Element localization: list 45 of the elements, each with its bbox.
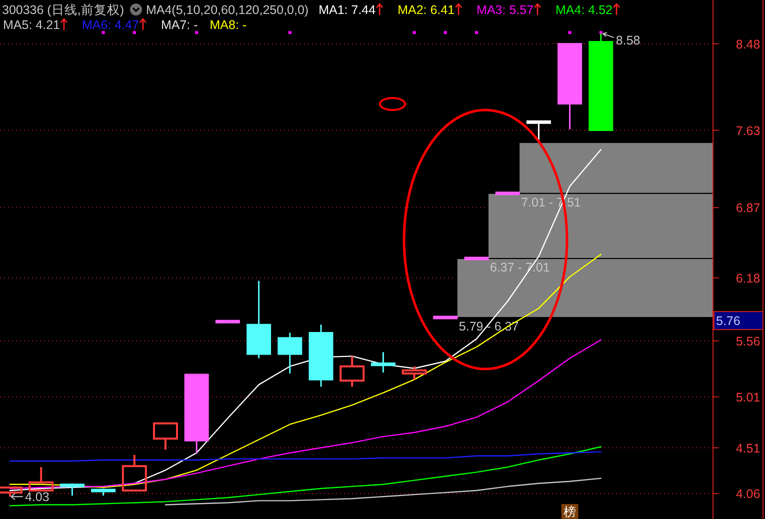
annotation: 8.58 bbox=[616, 34, 640, 48]
line-series bbox=[9, 339, 602, 490]
candlestick bbox=[464, 256, 489, 260]
candlestick bbox=[184, 374, 209, 454]
candlestick bbox=[308, 324, 334, 388]
legend-title: MA4(5,10,20,60,120,250,0,0) bbox=[146, 3, 309, 17]
line-series bbox=[9, 148, 602, 492]
candlestick bbox=[278, 332, 302, 374]
y-tick-label: 6.87 bbox=[736, 201, 760, 216]
candlestick bbox=[153, 422, 178, 451]
candlestick bbox=[91, 488, 116, 496]
chart-title: 300336 (日线,前复权) bbox=[2, 3, 124, 17]
candlestick bbox=[558, 43, 582, 130]
legend-label: MA8: - bbox=[210, 18, 247, 32]
line-series bbox=[9, 446, 602, 506]
candlestick bbox=[433, 316, 458, 320]
text: MA4: 4.52 bbox=[556, 3, 613, 17]
annotation: 4.03 bbox=[25, 490, 50, 504]
y-tick-label: 6.18 bbox=[736, 271, 760, 286]
y-tick-label: 4.06 bbox=[736, 487, 760, 502]
candlestick bbox=[28, 466, 54, 492]
line-series bbox=[9, 254, 602, 488]
text: MA6: 4.47 bbox=[82, 18, 139, 32]
y-tick-label: 8.48 bbox=[736, 37, 760, 52]
line-series bbox=[164, 478, 602, 506]
candlestick bbox=[60, 482, 84, 496]
text: MA3: 5.57 bbox=[476, 3, 534, 17]
candlestick bbox=[122, 454, 147, 493]
text: MA5: 4.21 bbox=[3, 18, 60, 32]
candlestick bbox=[246, 280, 272, 359]
candlestick bbox=[340, 355, 365, 388]
y-tick-label: 7.63 bbox=[736, 124, 760, 138]
text: MA1: 7.44 bbox=[318, 3, 376, 17]
candlestick bbox=[495, 192, 520, 196]
candlestick bbox=[215, 320, 240, 324]
text: MA2: 6.41 bbox=[398, 3, 455, 17]
y-tick-label: 5.56 bbox=[736, 334, 760, 348]
y-tick-label: 4.51 bbox=[736, 441, 760, 456]
candlestick bbox=[370, 351, 396, 374]
text: 5.76 bbox=[716, 314, 740, 328]
candlestick bbox=[402, 365, 427, 381]
candlestick bbox=[588, 32, 614, 132]
legend-label: MA7: - bbox=[160, 18, 198, 32]
line-series bbox=[9, 451, 602, 462]
y-tick-label: 5.01 bbox=[736, 390, 760, 404]
